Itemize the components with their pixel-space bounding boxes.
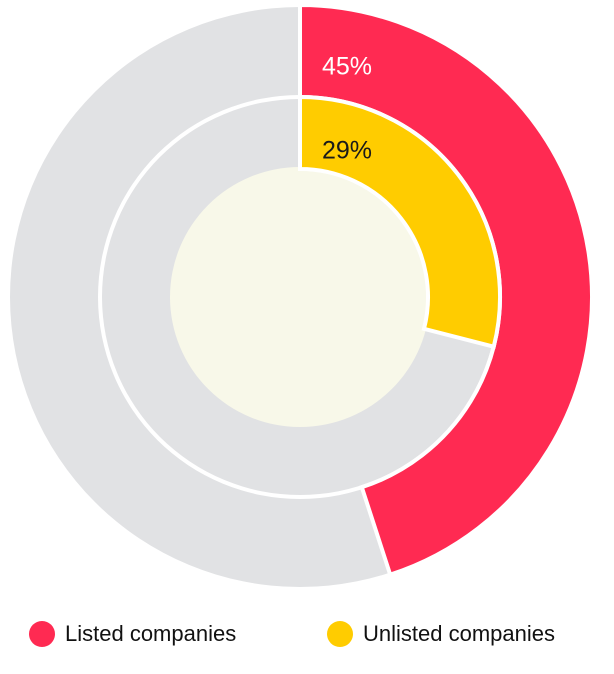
legend-swatch xyxy=(327,621,353,647)
data-label: 45% xyxy=(322,53,372,81)
donut-segment xyxy=(298,94,502,350)
legend-label: Unlisted companies xyxy=(363,621,555,646)
legend-label: Listed companies xyxy=(65,621,236,646)
legend-swatch xyxy=(29,621,55,647)
center-disc xyxy=(170,167,430,427)
data-label: 29% xyxy=(322,137,372,165)
